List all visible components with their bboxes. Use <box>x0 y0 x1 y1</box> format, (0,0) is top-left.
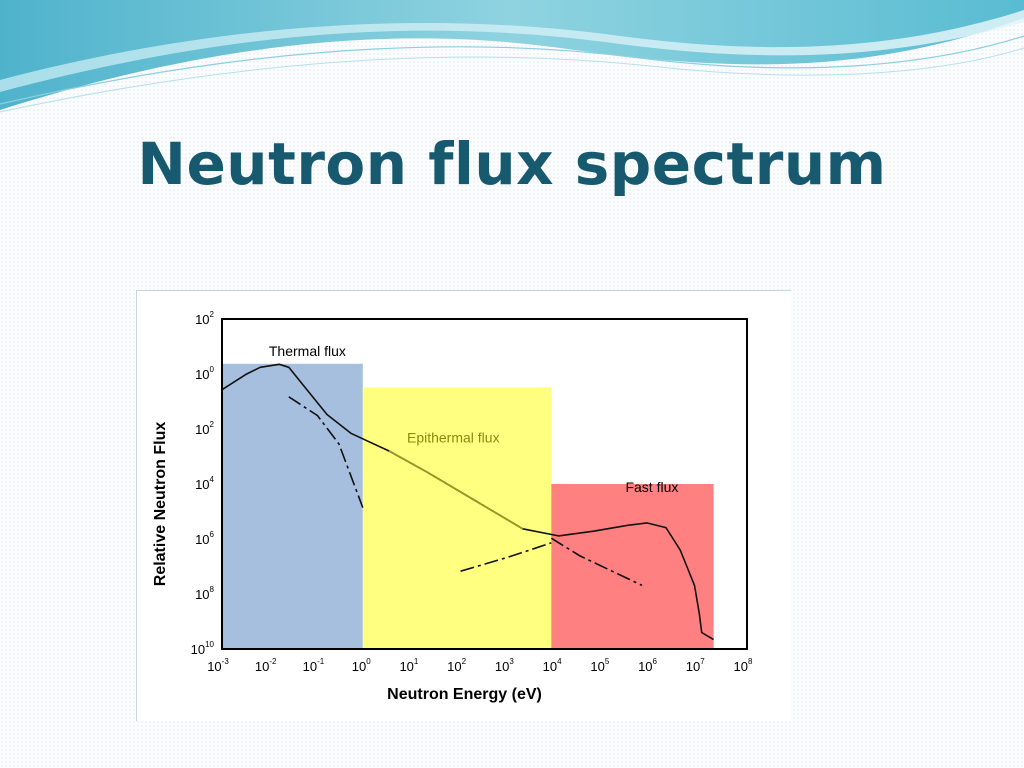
x-axis-title: Neutron Energy (eV) <box>387 686 542 703</box>
y-tick-exponent: 10 <box>205 640 214 649</box>
curve-epithermal-segment <box>388 450 524 530</box>
y-tick-label: 1010 <box>191 640 215 657</box>
curve-3 <box>460 542 552 572</box>
curve-2 <box>288 396 364 508</box>
plot-frame <box>221 318 748 650</box>
x-tick-label: 105 <box>590 657 609 674</box>
y-tick-label: 104 <box>195 475 214 492</box>
x-tick-exponent: -2 <box>269 657 277 666</box>
curve-layer <box>221 363 715 641</box>
region-labels: Thermal flux Epithermal flux Fast flux <box>269 343 678 495</box>
x-tick-label: 108 <box>734 657 753 674</box>
x-tick-label: 10-1 <box>303 657 325 674</box>
x-tick-label: 10-2 <box>255 657 277 674</box>
decorative-wave-header <box>0 0 1024 113</box>
slide-title: Neutron flux spectrum <box>137 130 887 198</box>
region-1-band <box>222 363 363 649</box>
region-layer <box>222 363 714 649</box>
x-axis-ticks: 10-3 10-2 10-1 100 101 102 103 104 105 106 107 108 <box>207 657 753 674</box>
y-tick-exponent: 0 <box>210 365 215 374</box>
x-tick-label: 104 <box>543 657 562 674</box>
x-tick-label: 10-3 <box>207 657 229 674</box>
region-3-label: Fast flux <box>625 479 678 495</box>
region-3-band <box>551 484 714 649</box>
x-tick-exponent: 6 <box>653 657 658 666</box>
x-tick-exponent: 8 <box>748 657 753 666</box>
y-axis-title: Relative Neutron Flux <box>152 422 169 587</box>
x-tick-exponent: 1 <box>414 657 419 666</box>
y-tick-exponent: 8 <box>210 585 215 594</box>
x-tick-label: 106 <box>638 657 657 674</box>
x-tick-exponent: -3 <box>222 657 230 666</box>
y-tick-label: 100 <box>195 365 214 382</box>
chart-figure: 10-3 10-2 10-1 100 101 102 103 104 105 106 107 108 … <box>136 290 791 721</box>
x-tick-label: 101 <box>399 657 418 674</box>
x-tick-label: 103 <box>495 657 514 674</box>
y-tick-exponent: 2 <box>210 310 215 319</box>
neutron-flux-chart: 10-3 10-2 10-1 100 101 102 103 104 105 106 107 108 … <box>152 310 753 703</box>
curve-4 <box>550 537 643 587</box>
x-tick-exponent: 4 <box>557 657 562 666</box>
x-tick-label: 102 <box>447 657 466 674</box>
y-tick-label: 108 <box>195 585 214 602</box>
y-tick-exponent: 4 <box>210 475 215 484</box>
y-tick-exponent: 6 <box>210 530 215 539</box>
region-2-band <box>362 387 552 649</box>
x-tick-exponent: -1 <box>317 657 325 666</box>
x-tick-exponent: 0 <box>366 657 371 666</box>
y-tick-label: 102 <box>195 310 214 327</box>
y-tick-label: 102 <box>195 420 214 437</box>
region-2-label: Epithermal flux <box>407 429 500 445</box>
region-1-label: Thermal flux <box>269 343 346 359</box>
x-tick-label: 100 <box>352 657 371 674</box>
x-tick-exponent: 2 <box>462 657 467 666</box>
x-tick-exponent: 7 <box>700 657 705 666</box>
x-tick-label: 107 <box>686 657 705 674</box>
x-tick-exponent: 5 <box>605 657 610 666</box>
x-tick-exponent: 3 <box>509 657 514 666</box>
y-tick-label: 106 <box>195 530 214 547</box>
y-tick-exponent: 2 <box>210 420 215 429</box>
